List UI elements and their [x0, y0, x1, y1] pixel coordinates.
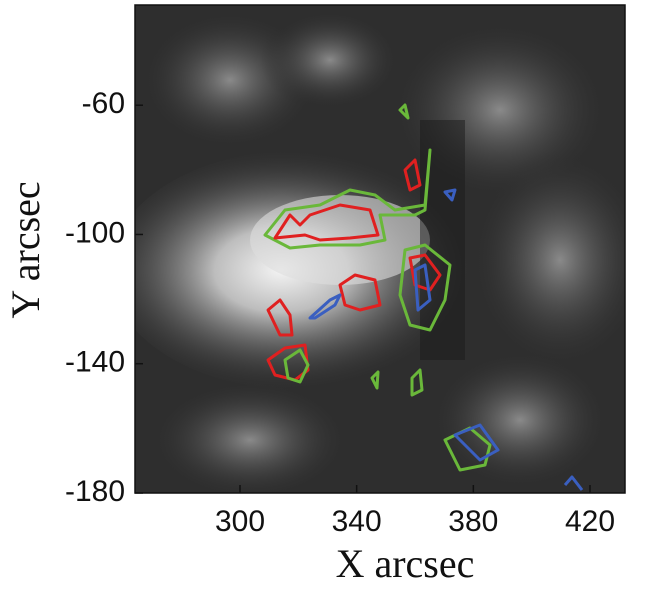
x-axis-label: X arcsec [336, 541, 475, 586]
y-tick-label: -180 [65, 475, 125, 508]
plot-frame [134, 4, 626, 494]
x-tick-label: 420 [565, 505, 615, 538]
y-tick-label: -100 [65, 216, 125, 249]
contours [263, 103, 584, 491]
y-tick-label: -60 [82, 87, 125, 120]
y-axis-label: Y arcsec [3, 181, 48, 318]
x-tick-label: 340 [332, 505, 382, 538]
x-tick-label: 380 [448, 505, 498, 538]
x-tick-label: 300 [215, 505, 265, 538]
y-tick-label: -140 [65, 346, 125, 379]
solar-image [135, 5, 625, 493]
